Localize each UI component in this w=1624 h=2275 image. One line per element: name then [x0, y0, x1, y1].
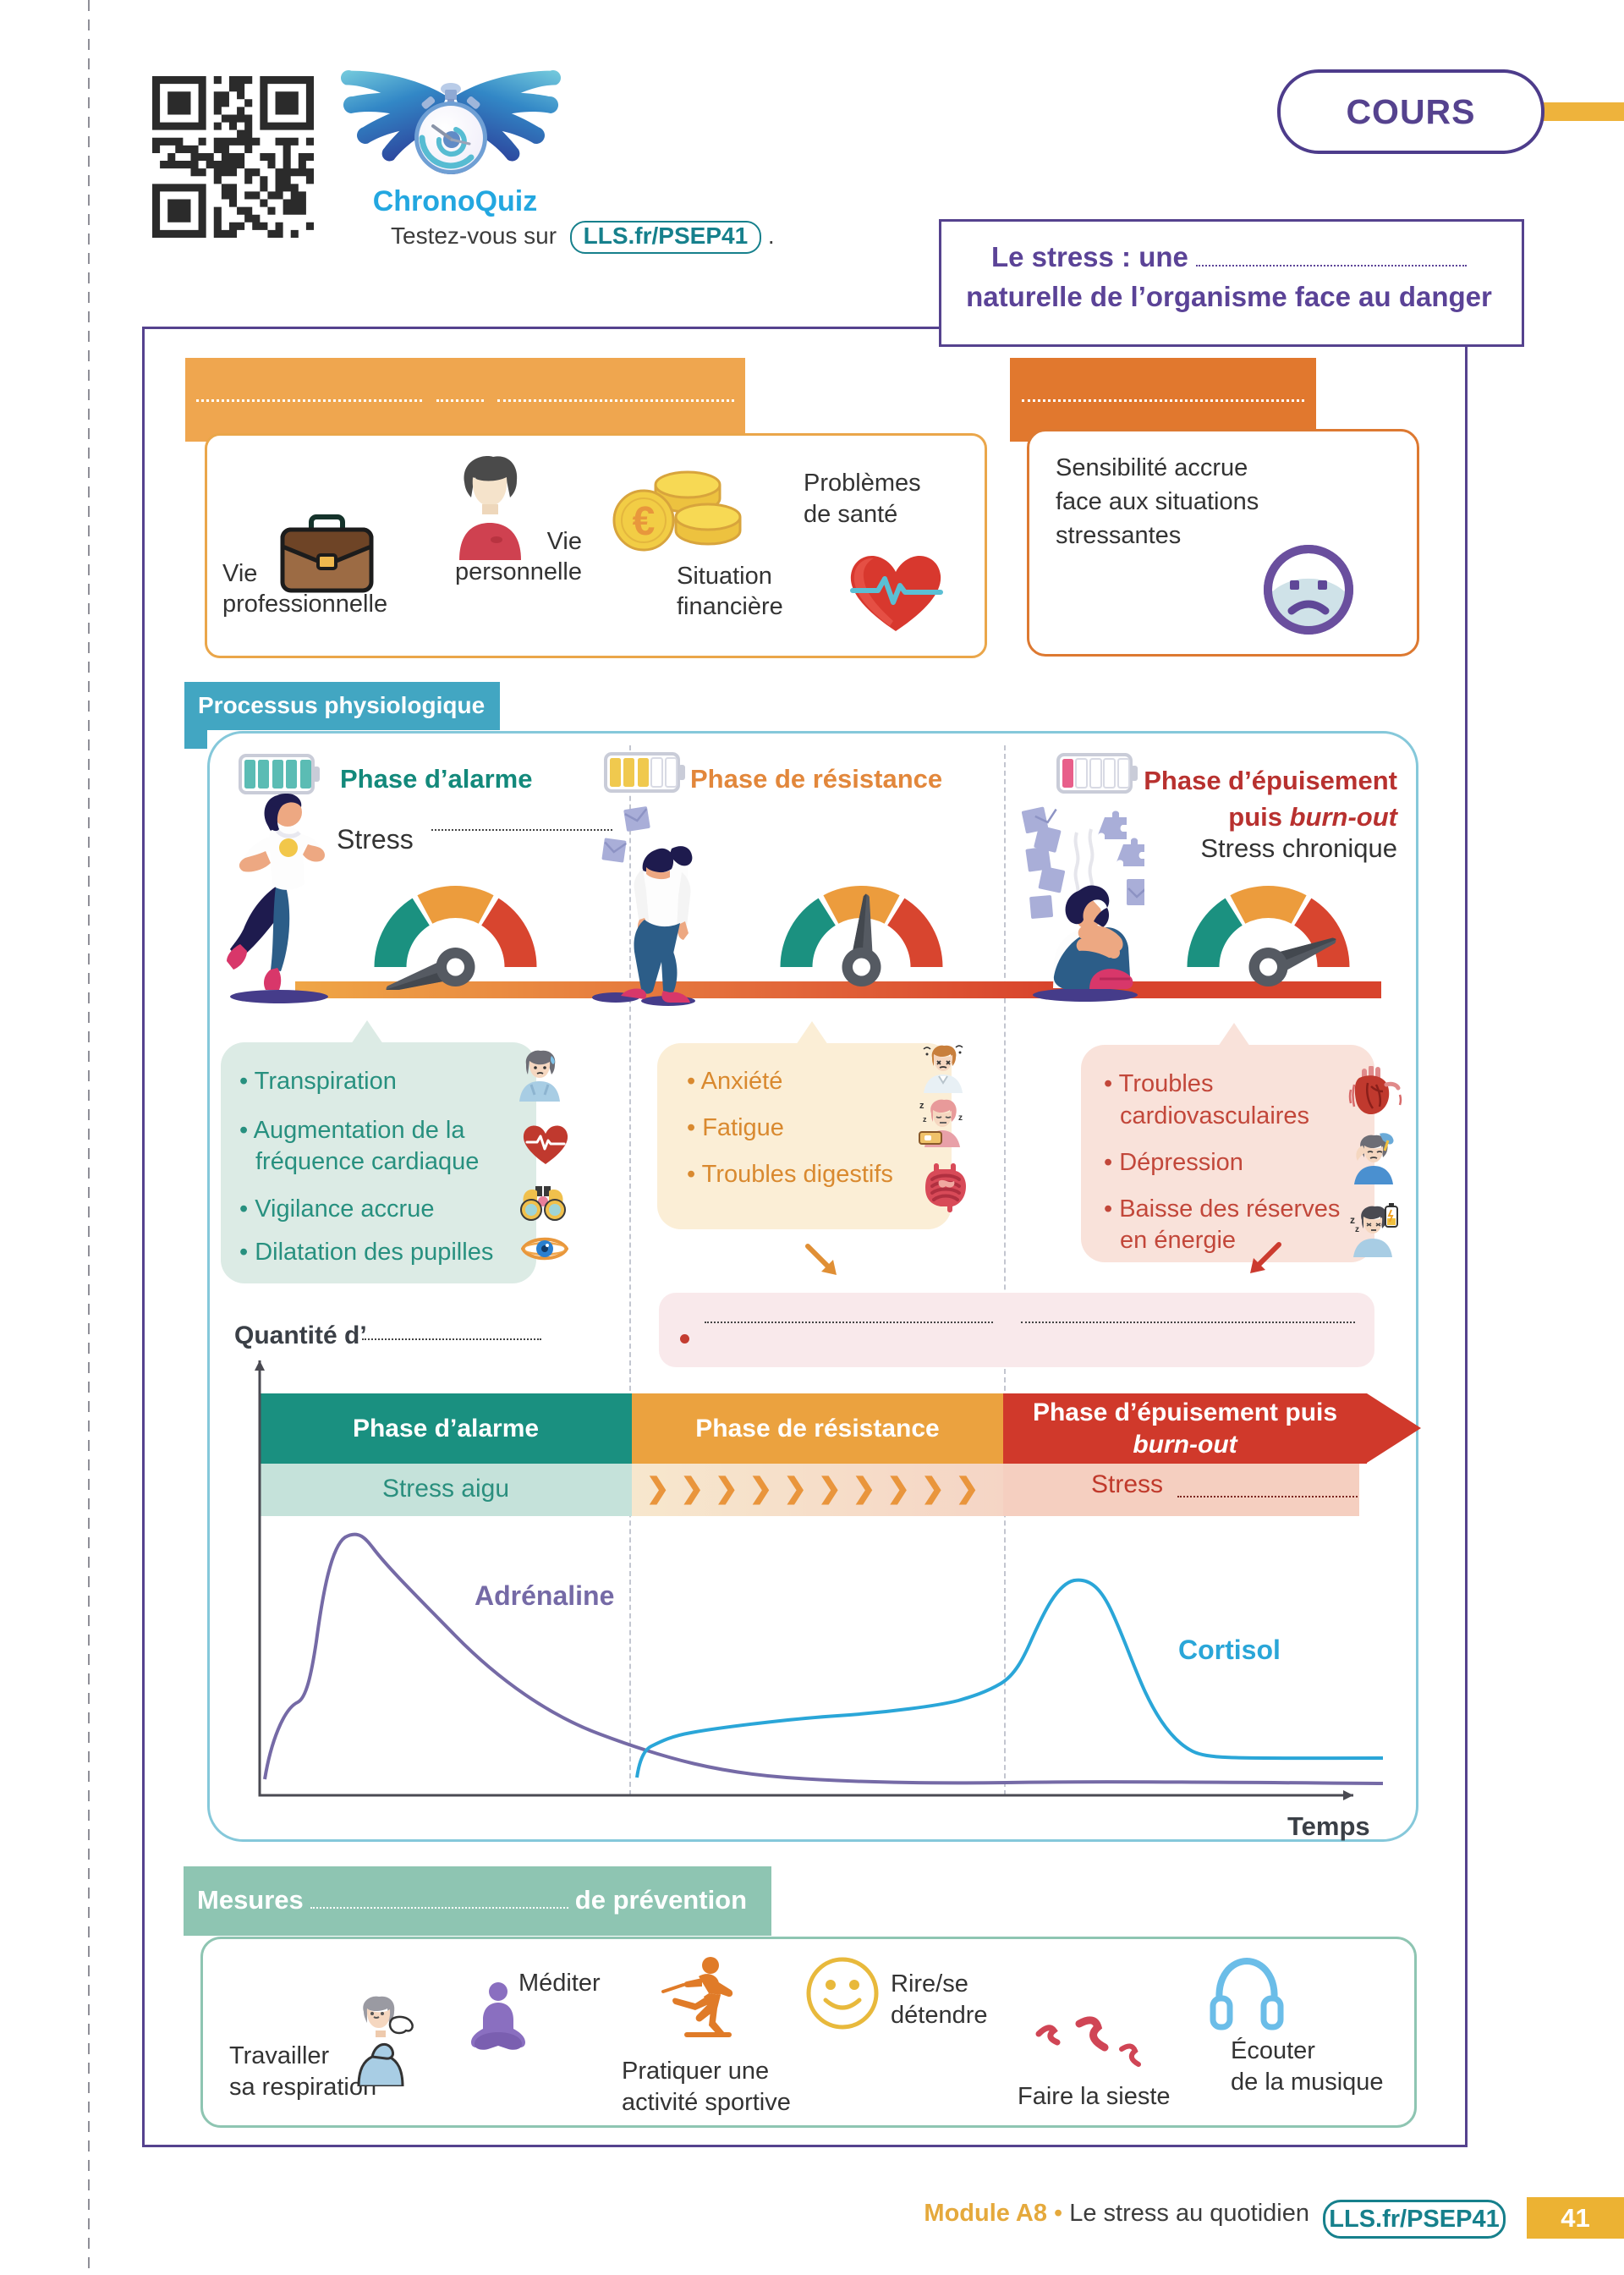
svg-text:€: €	[633, 499, 656, 544]
svg-text:z: z	[1350, 1214, 1355, 1226]
svg-text:z: z	[1355, 1225, 1359, 1234]
svg-text:z: z	[919, 1101, 924, 1111]
svg-text:z: z	[923, 1115, 927, 1124]
svg-text:z: z	[958, 1113, 963, 1123]
